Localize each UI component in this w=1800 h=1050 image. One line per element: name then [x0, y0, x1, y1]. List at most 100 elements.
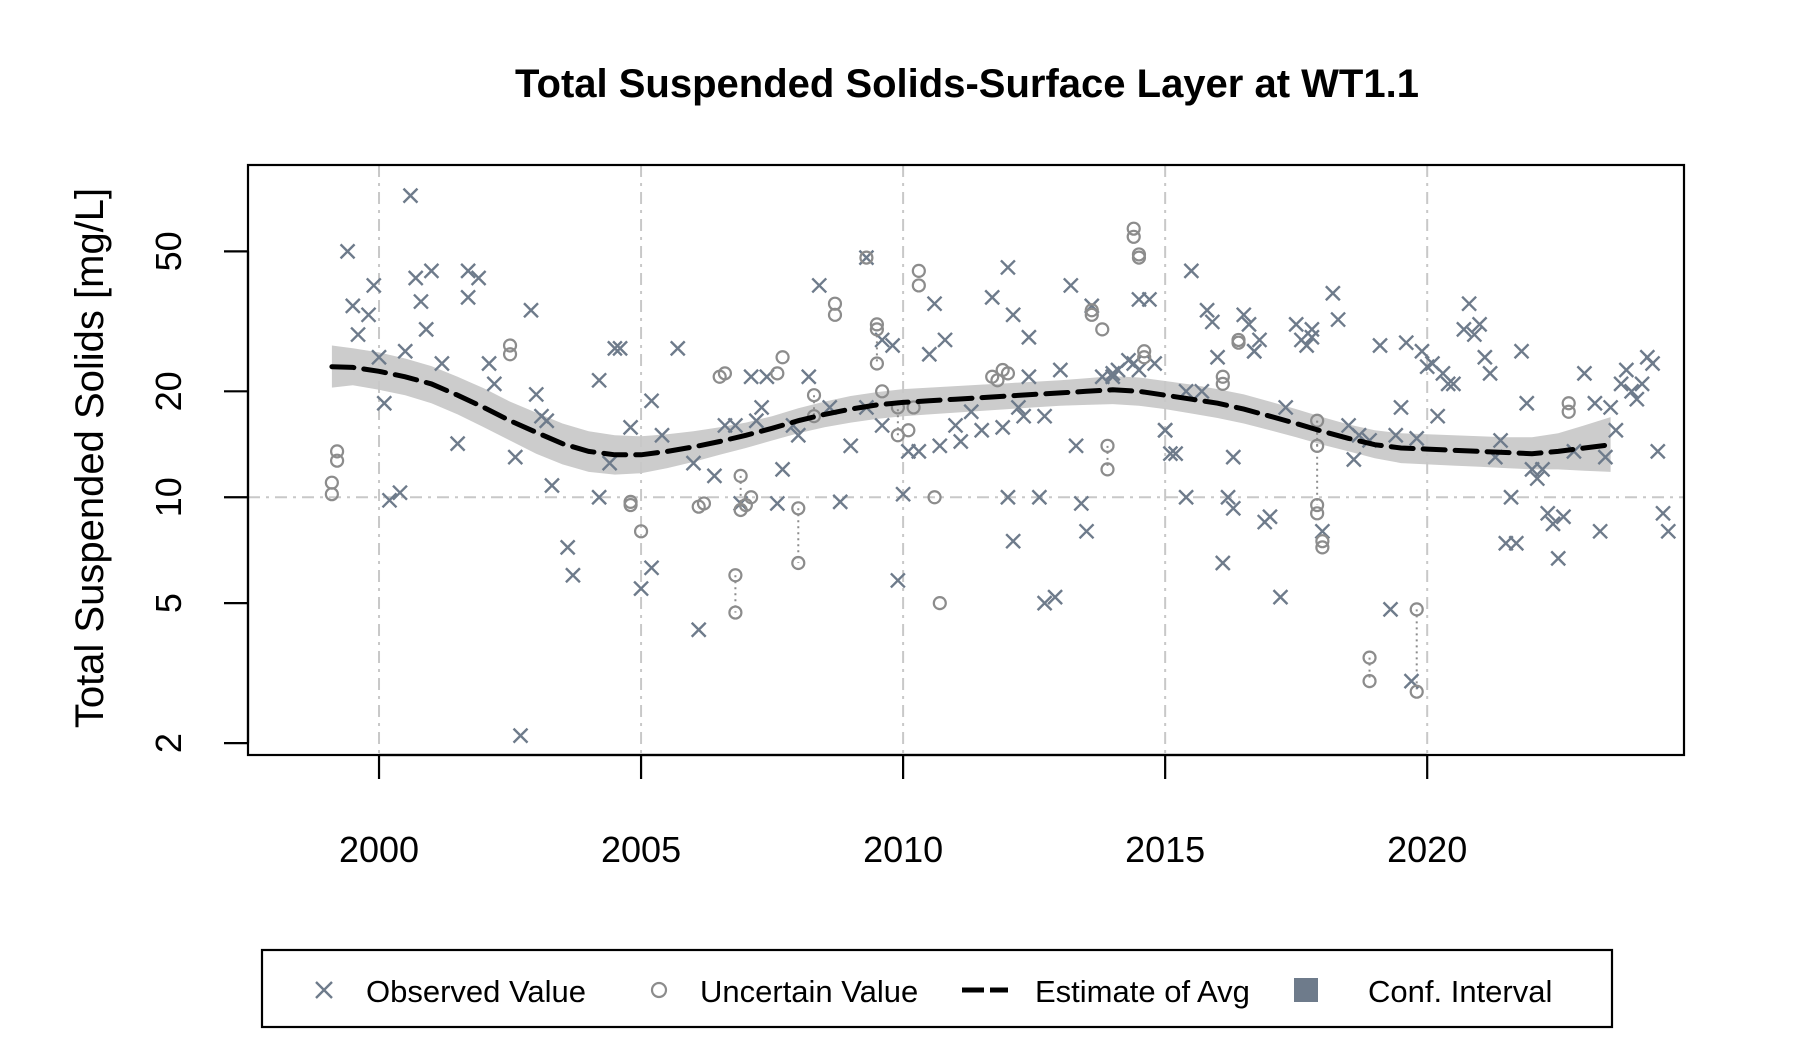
observed-point — [1655, 505, 1671, 522]
observed-point — [1634, 376, 1650, 392]
observed-point — [1036, 408, 1053, 425]
observed-point — [1068, 437, 1084, 454]
observed-point — [643, 559, 660, 576]
observed-point — [486, 376, 503, 392]
uncertain-point — [869, 356, 885, 371]
uncertain-point — [859, 250, 874, 265]
observed-point — [402, 187, 419, 204]
observed-point — [1298, 337, 1315, 354]
uncertain-point — [1310, 413, 1325, 428]
observed-point — [1304, 329, 1320, 346]
uncertain-point — [927, 490, 942, 505]
observed-point — [1062, 277, 1079, 294]
estimate-avg-line — [329, 364, 1614, 458]
uncertain-point — [502, 347, 518, 362]
observed-point — [591, 489, 607, 506]
observed-point — [376, 395, 393, 412]
observed-point — [1555, 508, 1572, 525]
observed-point — [1508, 535, 1525, 552]
observed-point — [1539, 505, 1556, 522]
y-tick-label: 10 — [148, 477, 189, 517]
observed-point — [973, 422, 990, 439]
uncertain-point — [324, 475, 339, 490]
observed-point — [1398, 334, 1415, 351]
estimate-line — [329, 364, 1614, 458]
observed-point — [470, 270, 487, 286]
uncertain-point — [1137, 350, 1152, 365]
uncertain-point — [1215, 369, 1230, 384]
observed-point — [895, 486, 911, 503]
uncertain-point — [1409, 602, 1424, 617]
observed-point — [1597, 449, 1614, 465]
observed-point — [947, 417, 964, 434]
observed-point — [832, 494, 849, 510]
x-tick-label: 2000 — [339, 829, 419, 870]
observed-point — [434, 355, 450, 372]
chart-title: Total Suspended Solids-Surface Layer at … — [515, 62, 1419, 106]
observed-point — [884, 337, 901, 354]
legend-label-uncertain: Uncertain Value — [700, 974, 918, 1009]
observed-point — [1000, 489, 1016, 506]
observed-point — [643, 392, 660, 409]
x-axis: 2000 2005 2010 2015 2020 — [339, 753, 1467, 870]
observed-point — [565, 567, 581, 584]
observed-point — [654, 427, 670, 444]
observed-point — [1618, 362, 1635, 378]
uncertain-point — [1310, 497, 1325, 513]
uncertain-point — [1126, 221, 1141, 236]
observed-point — [544, 477, 560, 494]
observed-point — [1304, 321, 1320, 338]
uncertain-point — [1561, 404, 1576, 419]
uncertain-point — [875, 384, 890, 399]
observed-point — [1277, 399, 1294, 416]
observed-point — [460, 289, 476, 306]
observed-point — [1466, 326, 1483, 343]
observed-point — [790, 427, 807, 444]
uncertain-point — [1100, 438, 1115, 453]
observed-point — [1241, 316, 1257, 333]
observed-point — [963, 403, 980, 420]
observed-point — [753, 399, 770, 416]
legend: Observed Value Uncertain Value Estimate of… — [260, 948, 1614, 1029]
uncertain-point — [906, 400, 921, 415]
observed-point — [1078, 523, 1095, 540]
uncertain-point — [827, 296, 843, 311]
observed-point — [1550, 550, 1567, 567]
uncertain-point — [911, 278, 926, 293]
uncertain-point — [911, 263, 926, 278]
uncertain-point — [728, 568, 743, 583]
observed-point — [339, 243, 356, 260]
observed-point — [1414, 343, 1430, 360]
observed-point — [910, 443, 927, 460]
observed-point — [890, 572, 906, 589]
observed-point — [1157, 422, 1173, 439]
observed-point — [1272, 589, 1289, 605]
uncertain-point — [901, 423, 916, 438]
uncertain-point — [932, 596, 947, 611]
uncertain-point — [770, 366, 785, 381]
observed-point — [706, 468, 723, 484]
observed-point — [1393, 399, 1409, 416]
uncertain-point — [717, 366, 733, 381]
observed-point — [423, 263, 440, 279]
observed-point — [407, 270, 424, 286]
observed-point — [538, 412, 555, 429]
uncertain-point — [1409, 684, 1424, 699]
legend-box — [260, 948, 1614, 1029]
observed-point — [523, 302, 539, 319]
observed-point — [360, 306, 377, 323]
observed-point — [1047, 589, 1063, 605]
observed-point — [633, 580, 649, 597]
observed-point — [528, 386, 545, 403]
observed-point — [1010, 399, 1027, 416]
observed-point — [1178, 489, 1194, 506]
y-tick-label: 2 — [148, 733, 189, 753]
observed-point — [1492, 432, 1509, 449]
observed-point — [1608, 422, 1624, 439]
observed-point — [1204, 314, 1221, 330]
observed-point — [1587, 395, 1603, 412]
observed-point — [1345, 451, 1362, 468]
uncertain-point — [1137, 344, 1152, 359]
observed-point — [1131, 362, 1147, 378]
observed-point — [1220, 489, 1236, 506]
